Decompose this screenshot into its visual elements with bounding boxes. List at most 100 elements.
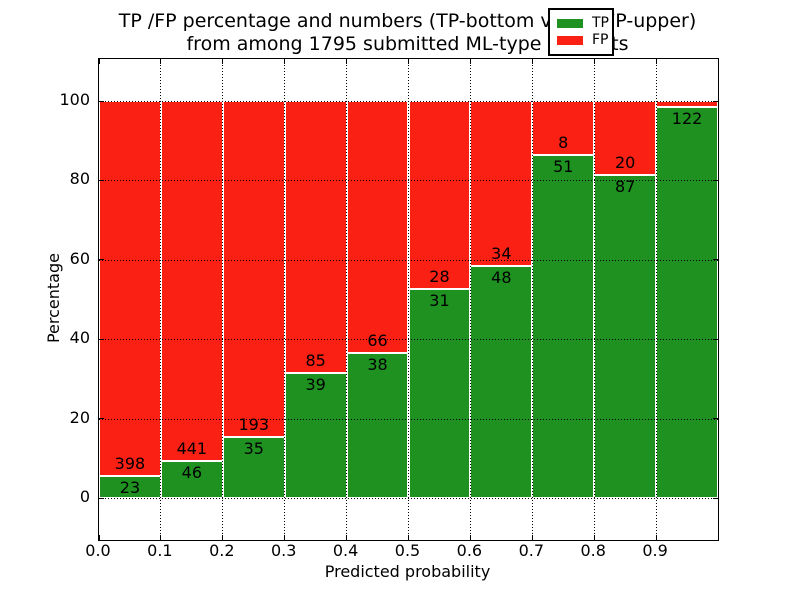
x-tick-bottom [284,535,286,540]
x-tick-bottom [99,535,100,540]
bar-tp-segment [532,154,595,498]
y-tick-right [713,497,718,499]
x-tick-top [593,59,595,64]
legend-entry-fp: FP [557,32,609,49]
fp-count-label: 66 [367,330,388,350]
bar-tp-segment [594,175,657,498]
vertical-gridline [284,59,286,540]
x-tick-bottom [655,535,657,540]
horizontal-gridline [99,180,718,182]
vertical-gridline [160,59,162,540]
bar-fp-segment [284,101,347,374]
x-axis-title: Predicted probability [324,562,491,581]
y-tick-left [99,338,104,340]
x-tick-top [408,59,409,64]
legend-entry-tp: TP [557,15,609,32]
x-tick-top [284,59,286,64]
vertical-gridline [593,59,595,540]
bar-tp-segment [346,352,409,498]
x-tick-bottom [160,535,162,540]
x-tick-label: 0.1 [147,541,173,560]
legend-label-fp: FP [592,32,609,48]
fp-color-swatch [557,36,583,45]
fp-count-label: 441 [176,438,208,458]
y-tick-label: 0 [79,487,90,506]
horizontal-gridline [99,498,718,499]
fp-count-label: 193 [238,415,270,435]
x-tick-label: 0.8 [580,541,606,560]
y-tick-label: 60 [69,248,90,268]
x-tick-bottom [222,535,224,540]
y-tick-label: 80 [69,169,90,189]
tp-count-label: 35 [243,439,264,459]
chart-title-line1: TP /FP percentage and numbers (TP-bottom… [118,10,697,32]
bar-fp-segment [470,101,533,266]
legend: TP FP [548,8,614,56]
x-tick-top [531,59,533,64]
chart-title: TP /FP percentage and numbers (TP-bottom… [98,10,717,56]
y-tick-left [99,100,104,102]
tp-color-swatch [557,19,583,28]
bar-tp-segment [470,265,533,498]
y-tick-left [99,259,104,261]
x-tick-label: 0.0 [85,541,111,560]
x-tick-label: 0.6 [456,541,483,560]
bar-tp-segment [656,107,718,498]
fp-count-label: 28 [429,267,450,287]
vertical-gridline [655,59,657,540]
vertical-gridline [531,59,533,540]
x-tick-bottom [469,535,471,540]
x-tick-top [99,59,100,64]
horizontal-gridline [99,259,718,261]
bar-tp-segment [284,373,347,498]
tp-count-label: 46 [181,462,203,482]
y-tick-label: 20 [69,407,90,427]
y-tick-right [713,100,718,102]
horizontal-gridline [99,418,718,420]
y-tick-label: 40 [69,328,90,348]
x-tick-label: 0.9 [642,541,668,560]
y-tick-right [713,338,718,340]
y-tick-right [713,418,718,420]
fp-count-label: 398 [114,454,146,474]
tp-count-label: 23 [119,478,141,498]
vertical-gridline [222,59,224,540]
x-tick-label: 0.4 [332,541,359,560]
x-tick-bottom [346,535,348,540]
x-tick-top [346,59,348,64]
vertical-gridline [346,59,348,540]
bar-tp-segment [408,289,471,498]
x-tick-bottom [408,535,409,540]
bar-fp-segment [99,101,161,477]
vertical-gridline [408,59,409,540]
tp-count-label: 51 [553,156,574,176]
x-tick-bottom [593,535,595,540]
fp-count-label: 34 [491,243,512,263]
horizontal-gridline [99,339,718,341]
fp-count-label: 8 [558,132,569,152]
bar-fp-segment [346,101,409,353]
tp-count-label: 38 [367,354,388,374]
bar-tp-segment [160,460,223,498]
tp-count-label: 87 [614,177,636,197]
x-tick-label: 0.2 [209,541,235,560]
legend-label-tp: TP [592,15,609,31]
x-tick-label: 0.7 [518,541,545,560]
y-axis-title: Percentage [44,253,63,344]
x-tick-top [222,59,224,64]
x-tick-top [655,59,657,64]
x-tick-label: 0.5 [394,541,421,560]
horizontal-gridline [99,101,718,102]
chart-title-line2: from among 1795 submitted ML-type contac… [186,33,629,55]
fp-count-label: 85 [305,351,326,371]
tp-count-label: 48 [491,267,512,287]
tp-count-label: 122 [671,109,703,129]
plot-area: 398 23 441 46 193 35 85 39 66 38 28 31 34 48 8 51 20 87 12… [98,58,719,541]
x-tick-label: 0.3 [270,541,297,560]
x-tick-top [160,59,162,64]
bar-fp-segment [222,101,285,438]
y-tick-label: 100 [59,90,90,109]
fp-count-label: 20 [614,153,636,173]
y-tick-right [713,179,718,181]
